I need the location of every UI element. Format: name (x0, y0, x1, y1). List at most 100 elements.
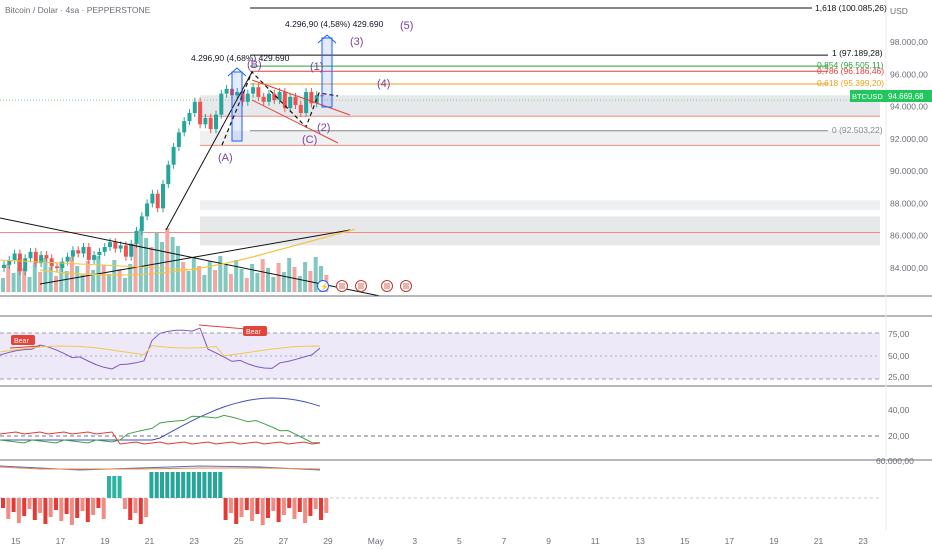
fib-label-0854: 0,854 (96.505,11) (817, 60, 884, 70)
rsi-tick: 25,00 (888, 372, 910, 382)
histogram-bar (207, 472, 212, 498)
histogram-bar (218, 472, 223, 498)
flash-event-icon[interactable] (317, 280, 329, 292)
volume-bar (213, 270, 217, 292)
event-icons[interactable]: ⚡ (317, 280, 412, 292)
di-minus-line (0, 431, 321, 445)
histogram-bar (281, 498, 286, 515)
candle-body (55, 266, 59, 268)
histogram-bar (250, 498, 255, 521)
measure-label-top: 4.296,90 (4,58%) 429.690 (285, 19, 384, 29)
price-tag-symbol: BTCUSD (852, 92, 883, 101)
candle-body (161, 184, 165, 209)
price-tick-label: 84.000,00 (890, 263, 928, 273)
volume-bar (154, 233, 159, 292)
volume-bar (64, 271, 69, 292)
wave-label-c: (C) (302, 134, 317, 146)
moving-average (0, 259, 201, 271)
volume-bar (303, 262, 308, 292)
time-tick-label: 15 (680, 536, 690, 546)
histogram-bar (43, 498, 48, 524)
candle-body (166, 164, 171, 185)
price-zone (200, 95, 880, 117)
time-tick-label: 21 (814, 536, 824, 546)
volume-bar (1, 278, 5, 292)
price-tick-label: 90.000,00 (890, 166, 928, 176)
drawings-layer (0, 34, 381, 297)
volume-bar (16, 259, 21, 292)
price-tick-label: 96.000,00 (890, 69, 928, 79)
candle-body (150, 193, 155, 204)
candle-body (288, 96, 293, 109)
volume-bar (223, 265, 228, 292)
histogram-bar (149, 472, 154, 498)
histogram-bar (101, 498, 106, 519)
volume-bar (266, 268, 270, 292)
rsi-tick: 50,00 (888, 351, 910, 361)
measure-arrow (227, 67, 247, 77)
price-axis[interactable]: 98.000,00 96.000,00 94.000,00 92.000,00 90.0… (890, 37, 928, 273)
volume-bar (112, 260, 117, 292)
histogram-bar (133, 498, 138, 513)
time-tick-label: 27 (279, 536, 289, 546)
histogram-bar (27, 498, 32, 509)
candle-body (118, 245, 123, 249)
histogram-bar (303, 498, 308, 523)
candle-body (309, 92, 314, 104)
price-zone (200, 216, 880, 246)
volume-bar (313, 257, 318, 292)
volume-layer (1, 228, 329, 292)
histogram-bar (186, 472, 191, 498)
volume-bar (59, 262, 64, 292)
histogram-bar (128, 498, 133, 520)
volume-bar (181, 262, 186, 292)
measure-label-left: 4.296,90 (4,68%) 429.690 (191, 53, 290, 63)
histogram-bar (297, 498, 302, 512)
wave-label-3: (3) (350, 36, 363, 48)
histogram-bar (239, 498, 244, 517)
histogram-bar (69, 498, 74, 525)
volume-bar (228, 274, 233, 292)
volume-bar (91, 270, 96, 292)
price-tag: BTCUSD 94.669,68 (850, 90, 932, 102)
candle-body (12, 253, 17, 260)
adx-pane: 40,00 20,00 (0, 397, 910, 445)
volume-bar (144, 238, 149, 292)
histogram-bar (122, 498, 127, 509)
histogram-bar (276, 498, 281, 522)
histogram-bar (160, 472, 164, 498)
candle-body (192, 101, 197, 114)
histogram-bar (292, 498, 297, 519)
candle-body (261, 96, 266, 102)
histogram-bar (308, 498, 313, 516)
volume-bar (69, 257, 74, 292)
candle-body (171, 146, 176, 165)
volume-bar (117, 269, 122, 292)
histogram-bar (170, 472, 175, 498)
histogram-bar (313, 498, 318, 509)
volume-bar (128, 264, 133, 292)
volume-bar (292, 267, 297, 292)
bear-badge (11, 335, 35, 345)
histogram-bar (38, 498, 43, 513)
time-axis[interactable]: 15 17 19 21 23 25 27 29 May 3 5 7 9 11 13 15 17 19 21 23 (11, 536, 868, 546)
candle-body (28, 251, 33, 259)
currency-label[interactable]: USD (890, 6, 908, 16)
candle-body (129, 243, 134, 257)
histogram-bar (107, 476, 111, 498)
wave-label-b: (B) (247, 59, 262, 71)
volume-bar (107, 274, 111, 292)
candle-body (208, 117, 213, 130)
time-tick-label: 15 (11, 536, 21, 546)
histogram-bar (96, 498, 101, 508)
histogram-bar (80, 498, 85, 511)
candle-body (139, 216, 144, 231)
histogram-bar (117, 476, 122, 498)
candle-body (23, 258, 28, 272)
hist-tick: 60.000,00 (876, 456, 914, 466)
volume-bar (297, 276, 302, 292)
volume-bar (22, 268, 27, 292)
time-tick-label: 19 (100, 536, 110, 546)
candle-body (214, 114, 218, 130)
wave-label-2: (2) (317, 122, 330, 134)
